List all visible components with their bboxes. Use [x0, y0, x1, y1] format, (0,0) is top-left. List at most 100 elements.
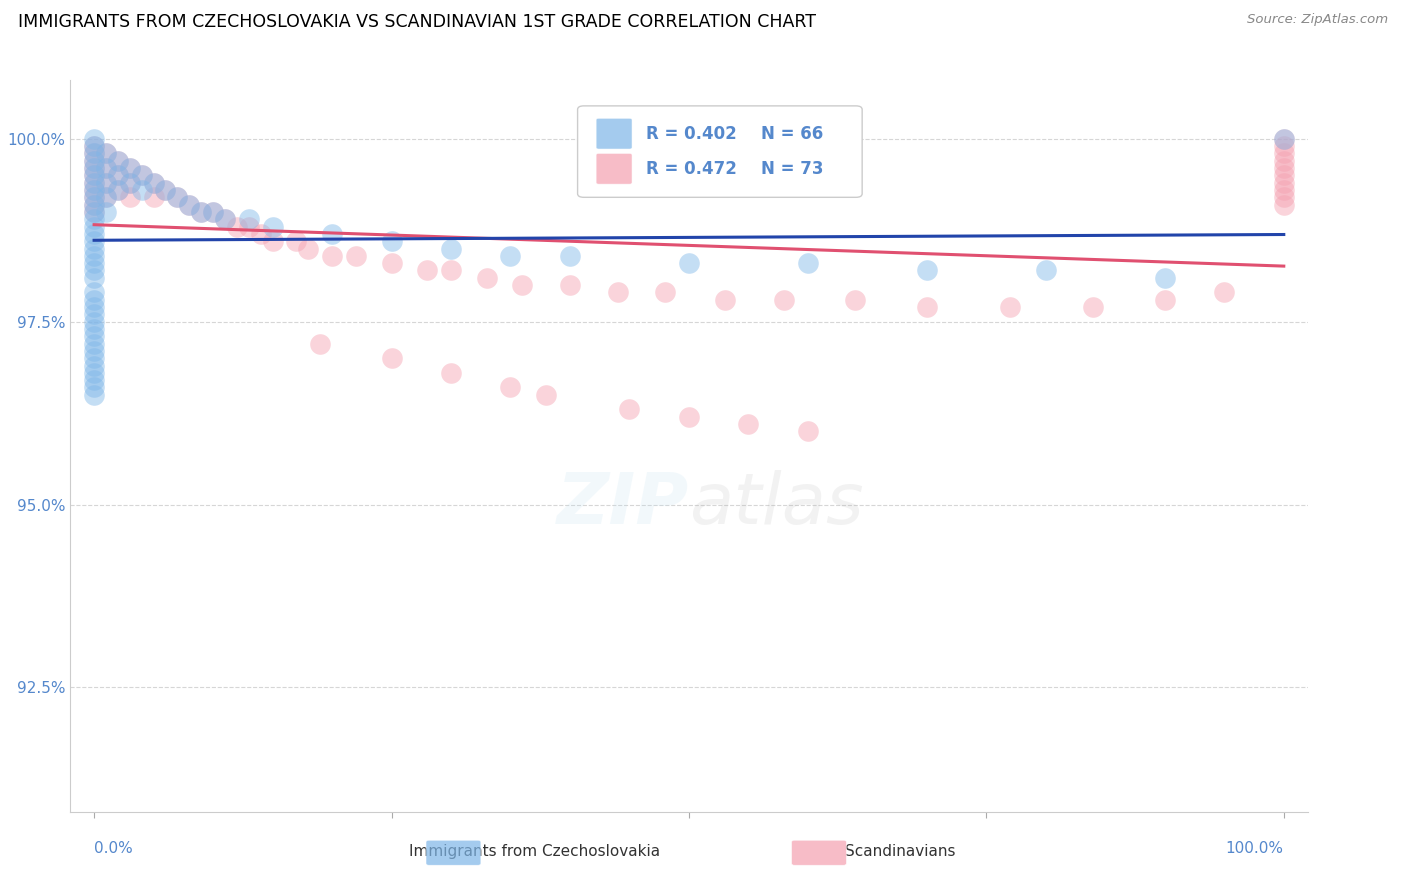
Point [94, 161, 117, 175]
Point [606, 285, 628, 300]
Point [94, 190, 117, 204]
Text: Immigrants from Czechoslovakia: Immigrants from Czechoslovakia [409, 845, 659, 859]
Point [83, 373, 105, 387]
Point [225, 219, 247, 234]
Point [83, 139, 105, 153]
Point [94, 146, 117, 161]
Point [83, 161, 105, 175]
Point [558, 278, 581, 293]
Point [83, 307, 105, 321]
Point [1083, 300, 1105, 314]
Point [202, 205, 225, 219]
Point [155, 183, 177, 197]
Point [83, 153, 105, 168]
Point [499, 380, 522, 394]
Point [380, 234, 402, 248]
Point [107, 169, 129, 183]
Point [83, 139, 105, 153]
Point [94, 176, 117, 190]
Point [1272, 169, 1295, 183]
Text: 0.0%: 0.0% [94, 841, 132, 856]
Point [238, 212, 260, 227]
Point [83, 205, 105, 219]
Point [107, 183, 129, 197]
Point [142, 176, 165, 190]
Point [440, 366, 463, 380]
Point [797, 425, 820, 439]
Point [179, 197, 201, 211]
Point [179, 197, 201, 211]
Point [83, 359, 105, 373]
Point [1272, 132, 1295, 146]
Point [915, 263, 938, 277]
Point [83, 169, 105, 183]
Point [166, 190, 188, 204]
Point [83, 249, 105, 263]
Point [998, 300, 1021, 314]
Point [118, 161, 141, 175]
Point [1272, 176, 1295, 190]
Point [713, 293, 735, 307]
Point [190, 205, 212, 219]
Point [1272, 153, 1295, 168]
Point [107, 183, 129, 197]
Point [238, 219, 260, 234]
Point [297, 242, 319, 256]
Point [83, 242, 105, 256]
Point [83, 285, 105, 300]
Point [83, 183, 105, 197]
Point [83, 169, 105, 183]
Point [94, 146, 117, 161]
Point [107, 153, 129, 168]
Point [190, 205, 212, 219]
Point [797, 256, 820, 270]
Point [1272, 197, 1295, 211]
Point [166, 190, 188, 204]
Point [344, 249, 367, 263]
Point [1272, 161, 1295, 175]
Text: IMMIGRANTS FROM CZECHOSLOVAKIA VS SCANDINAVIAN 1ST GRADE CORRELATION CHART: IMMIGRANTS FROM CZECHOSLOVAKIA VS SCANDI… [18, 13, 817, 31]
Point [83, 293, 105, 307]
Point [83, 256, 105, 270]
Point [416, 263, 439, 277]
Point [94, 161, 117, 175]
FancyBboxPatch shape [578, 106, 862, 197]
Point [118, 161, 141, 175]
Point [83, 329, 105, 343]
Point [1272, 132, 1295, 146]
Point [83, 197, 105, 211]
Point [285, 234, 308, 248]
Point [380, 351, 402, 366]
Point [512, 278, 534, 293]
Point [107, 153, 129, 168]
Point [83, 146, 105, 161]
Point [83, 212, 105, 227]
Point [321, 227, 343, 241]
Point [118, 176, 141, 190]
Point [83, 161, 105, 175]
Point [440, 242, 463, 256]
Point [83, 227, 105, 241]
Point [118, 176, 141, 190]
Point [83, 219, 105, 234]
Point [83, 388, 105, 402]
Point [83, 183, 105, 197]
Point [131, 169, 153, 183]
Point [83, 263, 105, 277]
Point [654, 285, 676, 300]
Point [83, 190, 105, 204]
Point [1272, 139, 1295, 153]
Text: 100.0%: 100.0% [1226, 841, 1284, 856]
Point [534, 388, 557, 402]
Point [94, 176, 117, 190]
Point [678, 409, 700, 424]
Point [262, 234, 284, 248]
Point [83, 176, 105, 190]
Point [773, 293, 796, 307]
Point [94, 190, 117, 204]
Point [202, 205, 225, 219]
Point [83, 380, 105, 394]
Text: R = 0.472: R = 0.472 [645, 160, 737, 178]
Point [83, 190, 105, 204]
Text: atlas: atlas [689, 470, 863, 539]
